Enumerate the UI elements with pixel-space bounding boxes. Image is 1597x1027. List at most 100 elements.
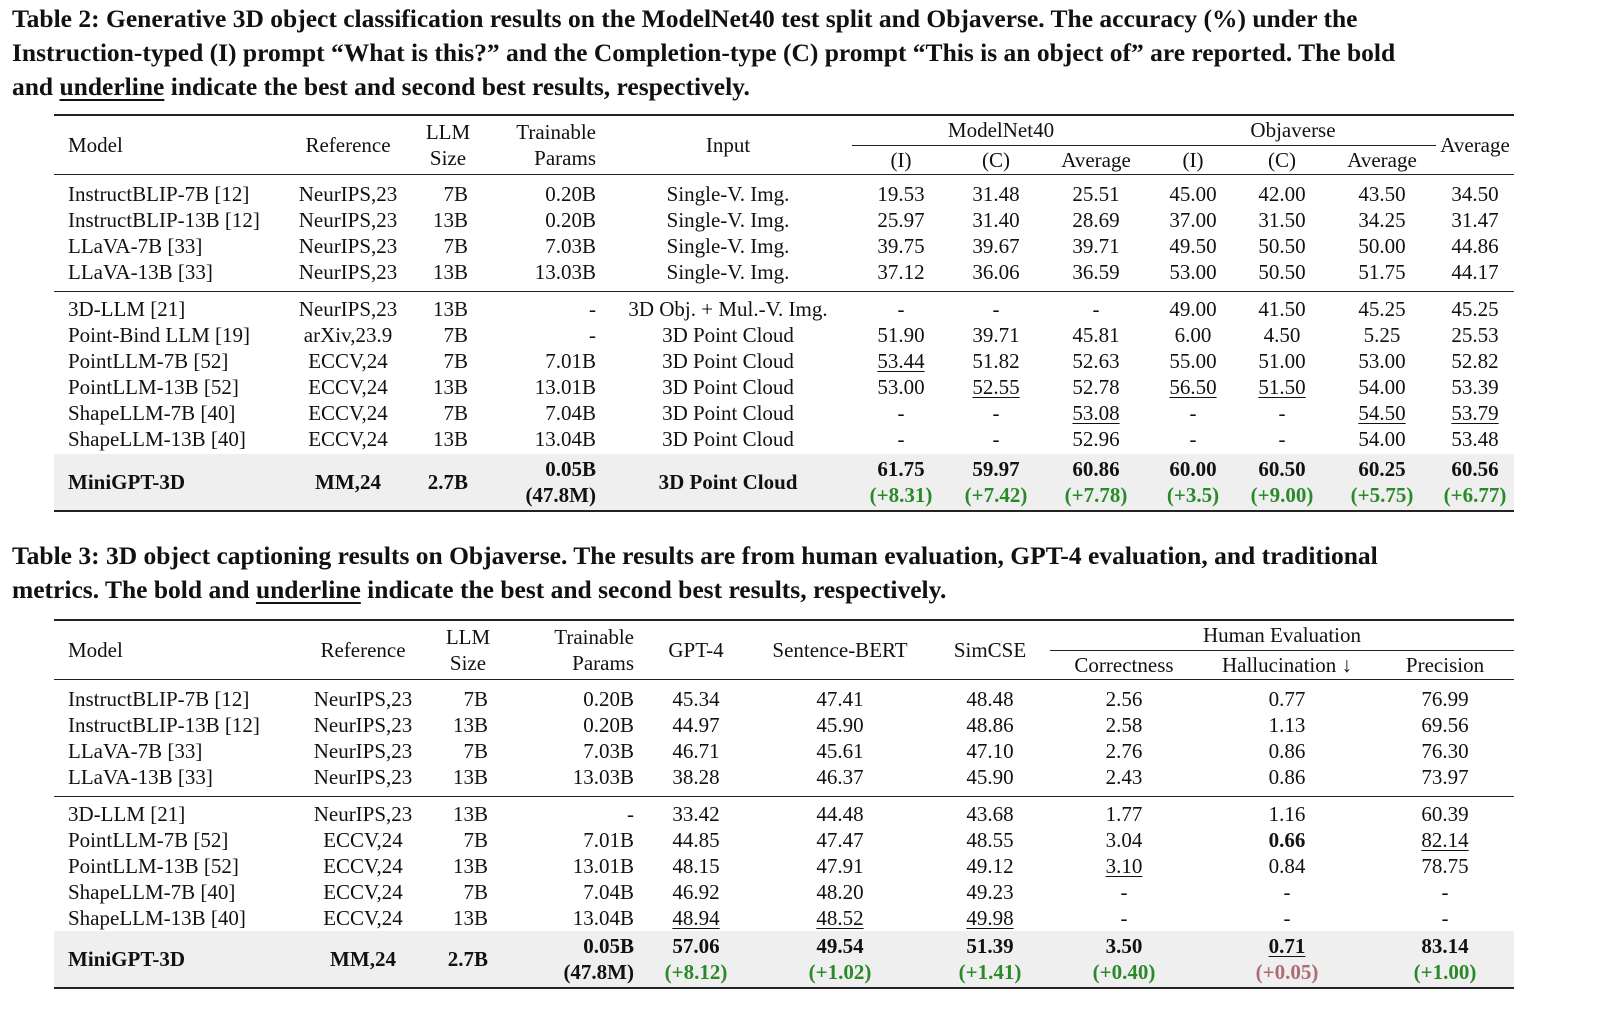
cell-hallucination: -	[1198, 879, 1376, 905]
table-row: InstructBLIP-13B [12] NeurIPS,23 13B 0.20B S…	[54, 207, 1514, 233]
cell-trainable-text: 13.04B	[572, 906, 634, 930]
cell-model-text: ShapeLLM-13B [40]	[68, 906, 246, 930]
cell-objaverse-c-text: 50.50	[1258, 260, 1306, 284]
cell-trainable-text: -	[589, 323, 596, 347]
cell-objaverse-avg-text: 54.00	[1358, 375, 1406, 399]
table-row: InstructBLIP-7B [12] NeurIPS,23 7B 0.20B Sin…	[54, 175, 1514, 208]
cell-input-text: Single-V. Img.	[666, 234, 790, 258]
cell-input: Single-V. Img.	[604, 259, 852, 292]
caption-underline-word: underline	[255, 575, 361, 604]
header-llm-size: LLM Size	[434, 619, 502, 680]
cell-llm-size: 7B	[414, 322, 482, 348]
caption-text: and	[12, 72, 60, 101]
cell-objaverse-i-text: -	[1189, 401, 1197, 425]
cell-trainable: 7.04B	[502, 879, 642, 905]
header-objaverse: Objaverse	[1150, 113, 1436, 146]
cell-llm-size-text: 13B	[432, 260, 468, 284]
cell-llm-size: 7B	[434, 827, 502, 853]
cell-simcse: 48.86	[930, 712, 1050, 738]
cell-model-text: LLaVA-13B [33]	[68, 260, 213, 284]
cell-model-text: InstructBLIP-7B [12]	[68, 687, 250, 711]
cell-llm-size: 7B	[414, 175, 482, 208]
cell-trainable: 0.20B	[482, 207, 604, 233]
cell-hallucination: 0.84	[1198, 853, 1376, 879]
cell-modelnet-avg: 52.78	[1042, 374, 1150, 400]
cell-modelnet-i: 51.90	[852, 322, 950, 348]
cell-llm-size: 2.7B	[414, 454, 482, 512]
cell-sentence-bert-text: 45.90	[816, 713, 864, 737]
cell-gpt4-text: 46.92	[672, 880, 720, 904]
header-llm-line2: Size	[449, 651, 487, 675]
cell-correctness: 3.10	[1050, 853, 1198, 879]
cell-objaverse-avg-text: 50.00	[1358, 234, 1406, 258]
cell-input: Single-V. Img.	[604, 175, 852, 208]
table-row: ShapeLLM-7B [40] ECCV,24 7B 7.04B 3D Point C…	[54, 400, 1514, 426]
cell-sentence-bert-text: 45.61	[816, 739, 864, 763]
cell-input: 3D Point Cloud	[604, 454, 852, 512]
cell-trainable-text: 7.01B	[545, 349, 596, 373]
cell-trainable-text: 0.20B	[545, 182, 596, 206]
cell-average-text: 52.82	[1451, 349, 1499, 373]
cell-objaverse-i-text: 6.00	[1174, 323, 1212, 347]
cell-llm-size: 13B	[434, 853, 502, 879]
cell-reference-text: ECCV,24	[308, 401, 388, 425]
cell-trainable: 7.01B	[502, 827, 642, 853]
cell-correctness-text: 2.76	[1105, 739, 1143, 763]
cell-simcse-text: 47.10	[966, 739, 1014, 763]
header-objaverse-c: (C)	[1236, 145, 1328, 176]
cell-trainable: 13.01B	[482, 374, 604, 400]
cell-objaverse-avg-text: 43.50	[1358, 182, 1406, 206]
cell-model: 3D-LLM [21]	[54, 291, 282, 322]
cell-modelnet-c-text: -	[992, 401, 1000, 425]
cell-llm-size-text: 7B	[443, 323, 468, 347]
cell-reference: NeurIPS,23	[292, 712, 434, 738]
cell-reference: NeurIPS,23	[282, 291, 414, 322]
cell-objaverse-c-text: 42.00	[1258, 182, 1306, 206]
cell-correctness-text: 3.10	[1105, 854, 1143, 878]
cell-modelnet-i: 53.00	[852, 374, 950, 400]
cell-objaverse-avg: 43.50	[1328, 175, 1436, 208]
cell-correctness-text: 2.58	[1105, 713, 1143, 737]
cell-reference-text: NeurIPS,23	[298, 234, 398, 258]
cell-llm-size: 13B	[434, 764, 502, 797]
cell-reference: NeurIPS,23	[292, 680, 434, 713]
header-modelnet-c: (C)	[950, 145, 1042, 176]
cell-simcse-text: 48.86	[966, 713, 1014, 737]
cell-objaverse-c: 50.50	[1236, 233, 1328, 259]
header-hallucination: Hallucination ↓	[1198, 650, 1376, 681]
cell-llm-size-text: 13B	[452, 802, 488, 826]
cell-modelnet-avg-text: 52.78	[1072, 375, 1120, 399]
cell-modelnet-i-text: 19.53	[877, 182, 925, 206]
cell-model: InstructBLIP-13B [12]	[54, 712, 292, 738]
cell-objaverse-i-text: 56.50	[1169, 375, 1217, 399]
cell-objaverse-c: 4.50	[1236, 322, 1328, 348]
table-row: LLaVA-7B [33] NeurIPS,23 7B 7.03B Single-V. …	[54, 233, 1514, 259]
cell-model-text: ShapeLLM-7B [40]	[68, 880, 236, 904]
cell-llm-size-text: 13B	[452, 906, 488, 930]
table2-caption-line2: Instruction-typed (I) prompt “What is th…	[12, 38, 1396, 67]
cell-input-text: 3D Point Cloud	[662, 375, 794, 399]
cell-reference-text: NeurIPS,23	[298, 297, 398, 321]
cell-trainable: 13.03B	[502, 764, 642, 797]
cell-average-text: 45.25	[1451, 297, 1499, 321]
cell-modelnet-avg: 60.86 (+7.78)	[1042, 454, 1150, 512]
table3-header-row1: Model Reference LLM Size Trainable Params …	[54, 618, 1514, 680]
cell-objaverse-c-text: 31.50	[1258, 208, 1306, 232]
value-text: 60.50	[1258, 457, 1306, 481]
cell-sentence-bert: 47.41	[750, 680, 930, 713]
cell-llm-size-text: 13B	[432, 297, 468, 321]
cell-hallucination-text: 1.16	[1268, 802, 1306, 826]
header-reference: Reference	[282, 114, 414, 175]
cell-trainable: 7.04B	[482, 400, 604, 426]
cell-input-text: 3D Point Cloud	[662, 427, 794, 451]
cell-model: LLaVA-13B [33]	[54, 259, 282, 292]
cell-objaverse-i-text: 45.00	[1169, 182, 1217, 206]
cell-modelnet-c: 59.97 (+7.42)	[950, 454, 1042, 512]
cell-input-text: 3D Point Cloud	[662, 323, 794, 347]
cell-llm-size-text: 13B	[432, 427, 468, 451]
cell-input-text: 3D Point Cloud	[658, 470, 798, 494]
cell-model-text: MiniGPT-3D	[68, 470, 186, 494]
cell-average-text: 53.48	[1451, 427, 1499, 451]
value-text: 3.50	[1105, 934, 1143, 958]
cell-precision-text: 82.14	[1421, 828, 1469, 852]
